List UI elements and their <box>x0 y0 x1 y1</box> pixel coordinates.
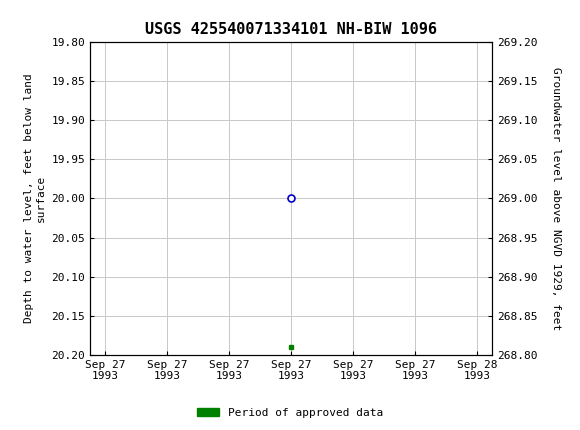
Text: USGS: USGS <box>42 9 106 29</box>
Y-axis label: Depth to water level, feet below land
surface: Depth to water level, feet below land su… <box>24 74 46 323</box>
Title: USGS 425540071334101 NH-BIW 1096: USGS 425540071334101 NH-BIW 1096 <box>145 22 437 37</box>
Legend: Period of approved data: Period of approved data <box>193 403 387 422</box>
Y-axis label: Groundwater level above NGVD 1929, feet: Groundwater level above NGVD 1929, feet <box>551 67 561 330</box>
